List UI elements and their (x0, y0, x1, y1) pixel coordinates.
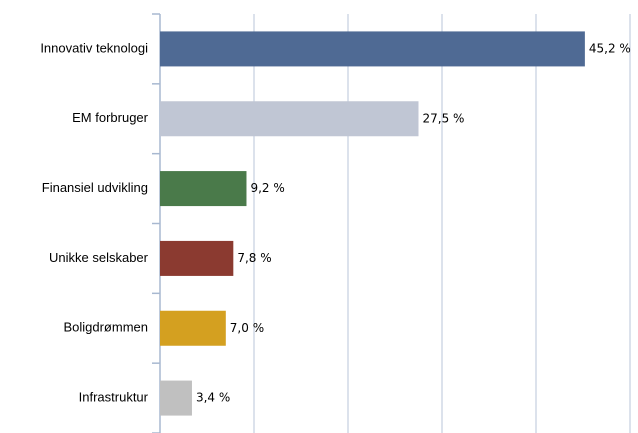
data-label: 3,4 % (196, 391, 230, 405)
data-label: 7,8 % (237, 251, 271, 265)
y-tick-label: Infrastruktur (79, 390, 149, 405)
y-tick-label: Unikke selskaber (49, 250, 149, 265)
bar (160, 380, 192, 416)
data-label: 7,0 % (230, 321, 264, 335)
bar (160, 240, 234, 276)
data-label: 9,2 % (250, 181, 284, 195)
bar (160, 31, 585, 67)
bar (160, 310, 226, 346)
bar (160, 101, 419, 137)
data-label: 27,5 % (423, 111, 465, 125)
y-tick-label: Innovativ teknologi (40, 40, 148, 55)
data-label: 45,2 % (589, 41, 631, 55)
y-tick-label: Finansiel udvikling (42, 180, 148, 195)
y-tick-label: Boligdrømmen (63, 320, 148, 335)
y-tick-label: EM forbruger (72, 110, 149, 125)
bar (160, 171, 247, 207)
